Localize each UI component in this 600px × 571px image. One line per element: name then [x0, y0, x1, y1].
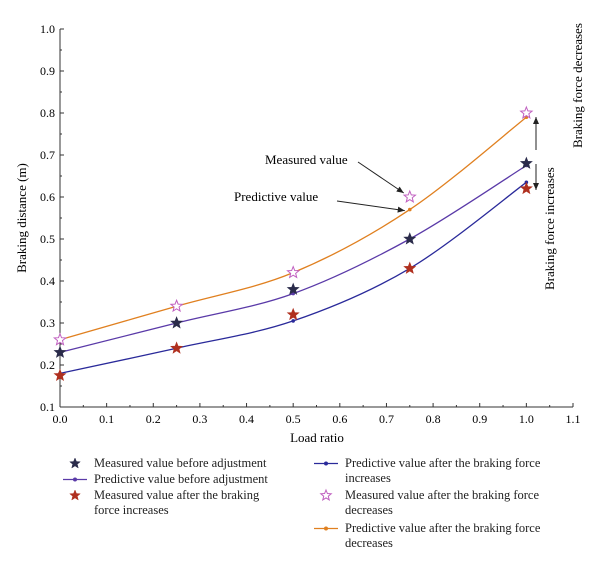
legend-star — [69, 489, 81, 501]
y-tick-label: 0.6 — [40, 190, 55, 204]
legend-label: Predictive value before adjustment — [94, 472, 268, 486]
legend-line-purple — [63, 477, 87, 482]
star-marker — [53, 345, 67, 358]
star-marker — [286, 282, 300, 295]
legend-item: Measured value before adjustment — [62, 456, 294, 471]
star-open-marker — [402, 189, 417, 203]
star-marker — [403, 232, 417, 245]
star-marker — [170, 316, 184, 329]
series-layer — [52, 105, 534, 382]
legend-star-navy — [69, 457, 81, 469]
legend-label: Predictive value after the braking force… — [345, 456, 541, 485]
star-marker — [53, 368, 67, 382]
star-marker — [519, 181, 533, 195]
legend-line-blue — [314, 461, 338, 466]
x-axis-label: Load ratio — [290, 430, 344, 445]
x-tick-label: 0.4 — [239, 412, 254, 426]
x-tick-label: 0.5 — [286, 412, 301, 426]
data-point — [291, 319, 295, 323]
legend-label: Predictive value after the braking force… — [345, 521, 541, 550]
x-tick-label: 0.2 — [146, 412, 161, 426]
legend-star-open-pink — [319, 488, 333, 502]
arrow-predictive-head — [397, 206, 405, 213]
annotation-predictive-value: Predictive value — [234, 189, 318, 204]
arrow-predictive — [336, 200, 405, 212]
star-open-marker — [286, 265, 301, 279]
legend-item: Predictive value after the braking force… — [313, 456, 575, 486]
x-tick-label: 0.8 — [426, 412, 441, 426]
y-tick-label: 0.2 — [40, 358, 55, 372]
legend-star — [319, 488, 333, 502]
x-tick-label: 0.0 — [53, 412, 68, 426]
y-tick-label: 0.7 — [40, 148, 55, 162]
arrow-decreases-head — [533, 117, 539, 124]
legend-item: Measured value after the braking force d… — [313, 488, 575, 518]
annotation-braking-force-increases: Braking force increases — [542, 167, 557, 290]
legend-star — [69, 457, 81, 469]
annotations: Measured value Predictive value Braking … — [234, 23, 585, 290]
series-line — [59, 181, 527, 375]
legend-item: Predictive value before adjustment — [62, 472, 294, 487]
star-marker — [519, 156, 533, 169]
legend-item: Predictive value after the braking force… — [313, 521, 575, 551]
star-open-marker — [52, 332, 68, 346]
arrow-measured — [357, 161, 405, 194]
y-tick-label: 0.3 — [40, 316, 55, 330]
legend-star-red — [69, 489, 81, 501]
y-tick-label: 0.8 — [40, 106, 55, 120]
y-tick-label: 0.5 — [40, 232, 55, 246]
legend-item: Measured value after the braking force i… — [62, 488, 284, 518]
x-tick-label: 0.6 — [332, 412, 347, 426]
annotation-measured-value: Measured value — [265, 152, 348, 167]
star-marker — [403, 261, 417, 274]
star-marker — [286, 307, 300, 321]
y-tick-label: 0.9 — [40, 64, 55, 78]
star-open-marker — [169, 298, 184, 313]
legend-line-orange — [314, 526, 338, 531]
star-open-marker — [519, 105, 534, 119]
arrow-increases-head — [533, 183, 539, 190]
data-point — [407, 207, 412, 212]
axes: 0.0 0.1 0.2 0.3 0.4 0.5 0.6 0.7 0.8 0.9 1.0 1.10.10… — [40, 22, 581, 426]
x-tick-label: 1.1 — [566, 412, 581, 426]
y-tick-label: 1.0 — [40, 22, 55, 36]
y-axis-label: Braking distance (m) — [14, 163, 29, 273]
x-tick-label: 1.0 — [519, 412, 534, 426]
y-tick-label: 0.1 — [40, 400, 55, 414]
x-tick-label: 0.3 — [192, 412, 207, 426]
legend-label: Measured value after the braking force d… — [345, 488, 540, 517]
legend-label: Measured value before adjustment — [94, 456, 267, 470]
arrow-measured-head — [396, 186, 404, 193]
legend-label: Measured value after the braking force i… — [94, 488, 260, 517]
x-tick-label: 0.7 — [379, 412, 394, 426]
star-marker — [170, 341, 184, 354]
x-tick-label: 0.9 — [472, 412, 487, 426]
series-line — [59, 116, 527, 341]
y-tick-label: 0.4 — [40, 274, 55, 288]
x-tick-label: 0.1 — [99, 412, 114, 426]
annotation-braking-force-decreases: Braking force decreases — [570, 23, 585, 148]
